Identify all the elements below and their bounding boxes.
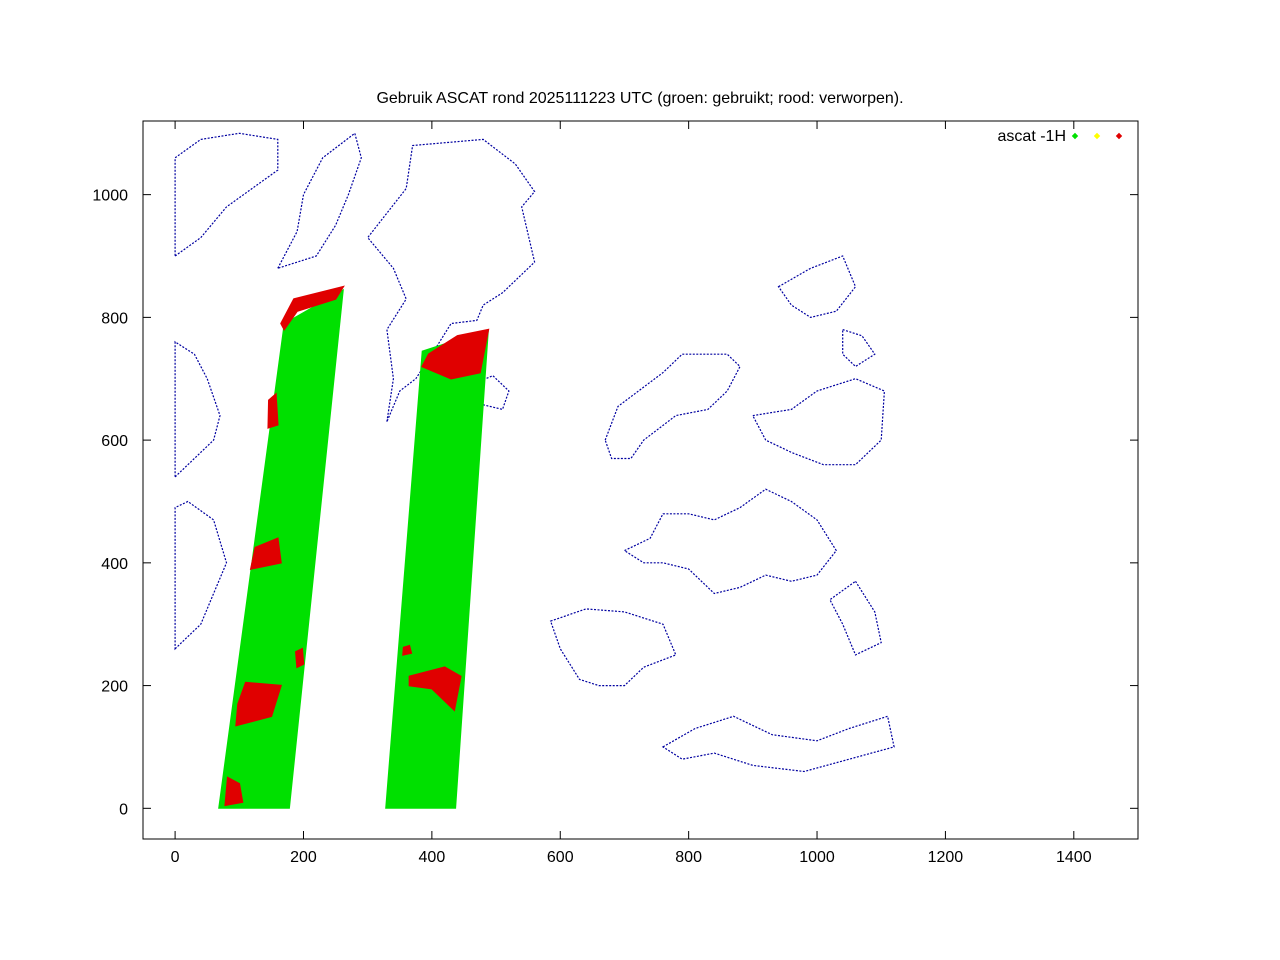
x-tick-label: 800 bbox=[675, 849, 702, 866]
swath-0-used bbox=[218, 288, 344, 809]
y-tick-label: 0 bbox=[119, 801, 128, 818]
x-tick-label: 200 bbox=[290, 849, 317, 866]
coastline-8 bbox=[777, 255, 857, 319]
swath-0-rejected-1 bbox=[235, 681, 282, 727]
coastline-10 bbox=[174, 340, 221, 479]
swath-layer bbox=[218, 285, 490, 809]
coastline-12 bbox=[276, 132, 362, 270]
y-tick-label: 600 bbox=[101, 433, 128, 450]
legend-marker-2 bbox=[1115, 132, 1123, 140]
x-tick-label: 600 bbox=[547, 849, 574, 866]
x-tick-label: 1400 bbox=[1056, 849, 1092, 866]
legend-marker-0 bbox=[1071, 132, 1079, 140]
coastline-6 bbox=[751, 378, 886, 466]
swath-1-rejected-1 bbox=[402, 644, 413, 656]
coastline-0 bbox=[366, 138, 536, 422]
x-tick-label: 400 bbox=[419, 849, 446, 866]
coastline-3 bbox=[623, 488, 838, 595]
x-tick-label: 0 bbox=[171, 849, 180, 866]
x-axis: 0 200 400 600 800 1000 1200 1400 bbox=[171, 121, 1092, 866]
swath-1-used bbox=[385, 328, 489, 809]
swath-0-rejected-3 bbox=[249, 537, 282, 570]
legend: ascat -1H bbox=[998, 128, 1123, 145]
coastline-5 bbox=[829, 580, 882, 656]
coastline-1 bbox=[604, 353, 741, 460]
y-axis: 0 200 400 600 800 1000 bbox=[92, 188, 1138, 818]
legend-marker-1 bbox=[1093, 132, 1101, 140]
y-tick-label: 800 bbox=[101, 310, 128, 327]
coastline-13 bbox=[174, 500, 228, 651]
y-tick-label: 400 bbox=[101, 556, 128, 573]
swath-0-rejected-5 bbox=[280, 285, 345, 332]
swath-1-rejected-2 bbox=[421, 328, 490, 380]
x-tick-label: 1000 bbox=[799, 849, 835, 866]
swath-0-rejected-2 bbox=[295, 647, 305, 669]
coastline-11 bbox=[174, 132, 279, 258]
chart-title: Gebruik ASCAT rond 2025111223 UTC (groen… bbox=[376, 90, 903, 107]
swath-0-rejected-4 bbox=[267, 392, 279, 429]
swath-0-rejected-0 bbox=[224, 776, 244, 807]
coastline-4 bbox=[661, 715, 895, 773]
plot-frame bbox=[142, 120, 1139, 840]
coastline-2 bbox=[549, 608, 677, 687]
y-tick-label: 1000 bbox=[92, 188, 128, 205]
y-tick-label: 200 bbox=[101, 679, 128, 696]
swath-1-rejected-0 bbox=[408, 666, 462, 712]
x-tick-label: 1200 bbox=[928, 849, 964, 866]
coastline-7 bbox=[842, 328, 876, 368]
legend-label: ascat -1H bbox=[998, 128, 1066, 145]
